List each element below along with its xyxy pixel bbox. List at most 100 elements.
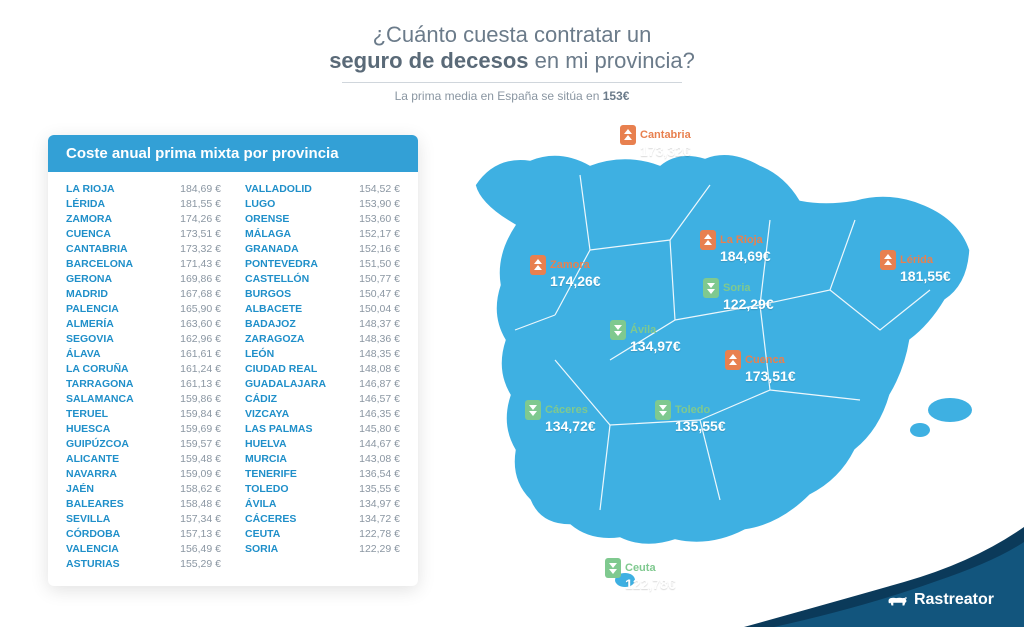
province-name: TOLEDO <box>245 482 289 497</box>
table-row: ÁVILA134,97 € <box>245 497 400 512</box>
province-value: 154,52 € <box>359 182 400 197</box>
province-name: GUADALAJARA <box>245 377 326 392</box>
table-row: TOLEDO 135,55 € <box>245 482 400 497</box>
province-value: 153,90 € <box>359 197 400 212</box>
map-label-value: 134,72€ <box>545 420 596 433</box>
province-name: CÁDIZ <box>245 392 277 407</box>
map-label-name: Cantabria <box>640 129 691 141</box>
table-row: ZARAGOZA148,36 € <box>245 332 400 347</box>
province-name: SEGOVIA <box>66 332 114 347</box>
map-label: Ávila 134,97€ <box>610 320 681 353</box>
province-value: 165,90 € <box>180 302 221 317</box>
table-row: TENERIFE 136,54 € <box>245 467 400 482</box>
province-value: 136,54 € <box>359 467 400 482</box>
table-row: ASTURIAS 155,29 € <box>66 557 221 572</box>
province-name: HUELVA <box>245 437 287 452</box>
province-name: PALENCIA <box>66 302 119 317</box>
arrow-down-icon <box>605 558 621 578</box>
province-name: CUENCA <box>66 227 111 242</box>
table-row: CÓRDOBA157,13 € <box>66 527 221 542</box>
province-value: 181,55 € <box>180 197 221 212</box>
map-label-value: 184,69€ <box>720 250 771 263</box>
table-row: SALAMANCA159,86 € <box>66 392 221 407</box>
table-row: VALENCIA156,49 € <box>66 542 221 557</box>
province-name: LÉRIDA <box>66 197 105 212</box>
province-value: 145,80 € <box>359 422 400 437</box>
table-row: SORIA122,29 € <box>245 542 400 557</box>
province-name: BARCELONA <box>66 257 133 272</box>
province-value: 152,17 € <box>359 227 400 242</box>
province-name: CEUTA <box>245 527 280 542</box>
province-value: 158,62 € <box>180 482 221 497</box>
map-label: Ceuta122,78€ <box>605 558 676 591</box>
table-row: GERONA169,86 € <box>66 272 221 287</box>
province-value: 144,67 € <box>359 437 400 452</box>
table-row: BALEARES158,48 € <box>66 497 221 512</box>
province-name: BALEARES <box>66 497 124 512</box>
map-label-name: Cáceres <box>545 404 588 416</box>
province-name: ÁVILA <box>245 497 277 512</box>
table-row: TARRAGONA161,13 € <box>66 377 221 392</box>
province-name: LA CORUÑA <box>66 362 129 377</box>
province-value: 173,32 € <box>180 242 221 257</box>
province-name: ASTURIAS <box>66 557 120 572</box>
table-row: ZAMORA 174,26 € <box>66 212 221 227</box>
province-value: 155,29 € <box>180 557 221 572</box>
province-name: BURGOS <box>245 287 291 302</box>
province-name: VALLADOLID <box>245 182 312 197</box>
map-label-value: 134,97€ <box>630 340 681 353</box>
province-name: TARRAGONA <box>66 377 133 392</box>
table-row: CEUTA122,78 € <box>245 527 400 542</box>
arrow-up-icon <box>530 255 546 275</box>
province-value: 153,60 € <box>359 212 400 227</box>
map-label-value: 122,29€ <box>723 298 774 311</box>
map-label-name: Toledo <box>675 404 710 416</box>
province-name: CÁCERES <box>245 512 296 527</box>
table-row: CANTABRIA173,32 € <box>66 242 221 257</box>
title-rest: en mi provincia? <box>529 48 695 73</box>
province-value: 159,69 € <box>180 422 221 437</box>
province-name: LAS PALMAS <box>245 422 312 437</box>
map-label: Cantabria173,32€ <box>620 125 691 158</box>
table-row: ALICANTE159,48 € <box>66 452 221 467</box>
province-name: SALAMANCA <box>66 392 134 407</box>
table-row: NAVARRA 159,09 € <box>66 467 221 482</box>
province-value: 159,09 € <box>180 467 221 482</box>
province-name: PONTEVEDRA <box>245 257 318 272</box>
province-value: 148,36 € <box>359 332 400 347</box>
arrow-down-icon <box>703 278 719 298</box>
arrow-down-icon <box>525 400 541 420</box>
table-header: Coste anual prima mixta por provincia <box>48 135 418 172</box>
table-row: BADAJOZ148,37 € <box>245 317 400 332</box>
province-name: MURCIA <box>245 452 287 467</box>
map-area: Cantabria173,32€Zamora174,26€La Rioja184… <box>450 120 1010 600</box>
province-name: TENERIFE <box>245 467 297 482</box>
province-name: MADRID <box>66 287 108 302</box>
table-row: SEGOVIA162,96 € <box>66 332 221 347</box>
province-value: 174,26 € <box>180 212 221 227</box>
province-value: 150,04 € <box>359 302 400 317</box>
map-label-name: La Rioja <box>720 234 763 246</box>
map-label-name: Ávila <box>630 324 656 336</box>
province-value: 157,13 € <box>180 527 221 542</box>
province-value: 134,72 € <box>359 512 400 527</box>
table-body: LA RIOJA184,69 €LÉRIDA181,55 €ZAMORA174,… <box>48 172 418 572</box>
province-name: NAVARRA <box>66 467 117 482</box>
table-row: CASTELLÓN150,77 € <box>245 272 400 287</box>
province-name: LEÓN <box>245 347 274 362</box>
title-divider <box>342 82 682 83</box>
province-value: 135,55 € <box>359 482 400 497</box>
province-name: ZAMORA <box>66 212 112 227</box>
map-label-value: 135,55€ <box>675 420 726 433</box>
header: ¿Cuánto cuesta contratar un seguro de de… <box>0 0 1024 103</box>
map-label-name: Soria <box>723 282 751 294</box>
table-row: VIZCAYA146,35 € <box>245 407 400 422</box>
table-row: CÁCERES 134,72 € <box>245 512 400 527</box>
table-row: BARCELONA 171,43 € <box>66 257 221 272</box>
province-value: 143,08 € <box>359 452 400 467</box>
province-name: ALICANTE <box>66 452 119 467</box>
arrow-up-icon <box>620 125 636 145</box>
province-value: 171,43 € <box>180 257 221 272</box>
table-row: ÁLAVA161,61 € <box>66 347 221 362</box>
table-row: HUELVA 144,67 € <box>245 437 400 452</box>
